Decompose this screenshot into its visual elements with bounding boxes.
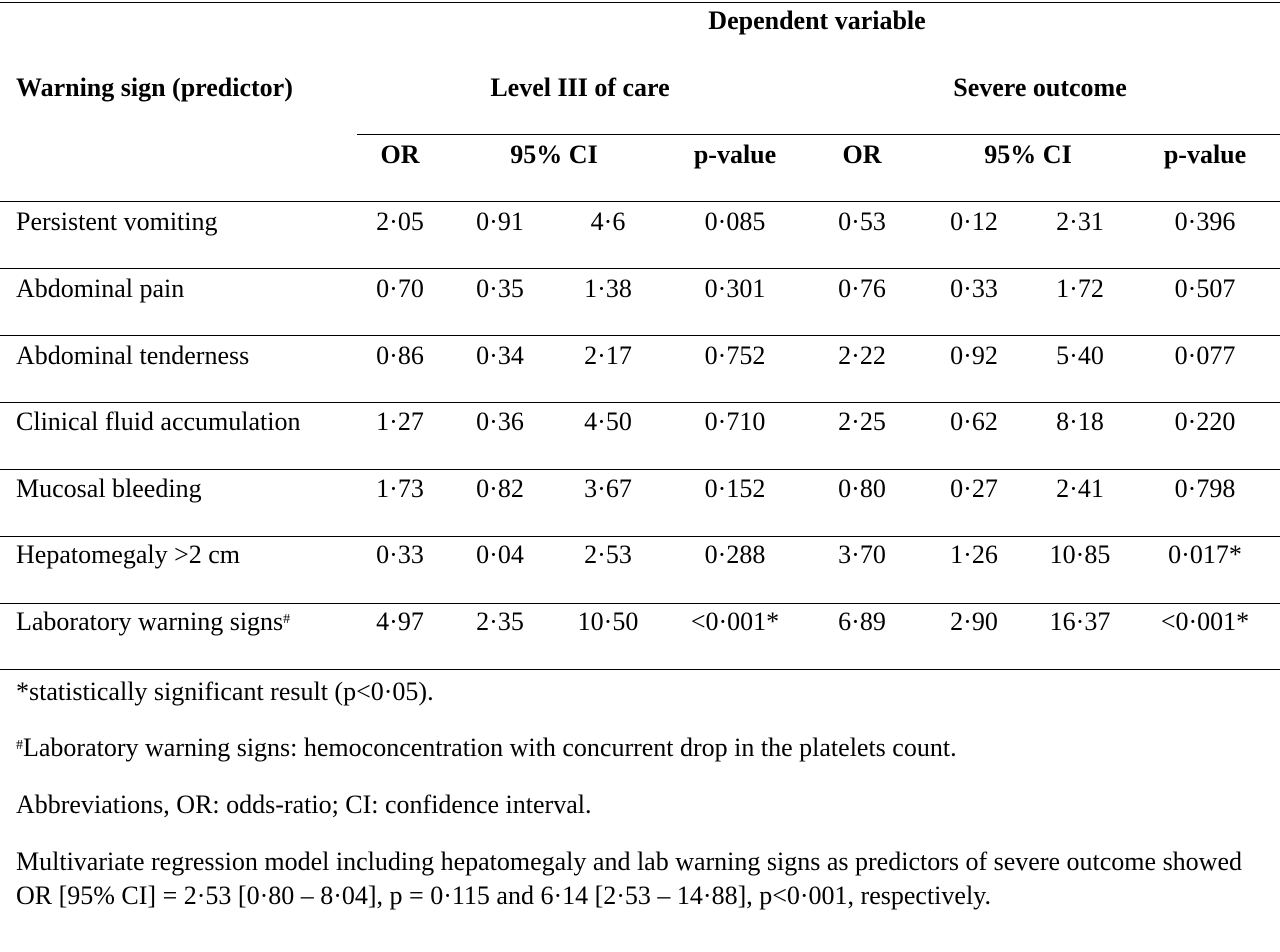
p-level: 0·152: [704, 474, 766, 503]
dependent-variable-header: Dependent variable: [708, 6, 926, 35]
table-bottom-rule: [0, 669, 1280, 670]
p-level: 0·301: [704, 274, 766, 303]
footnote-multivariate: Multivariate regression model including …: [16, 847, 1242, 910]
subheader-rule: [357, 134, 1280, 135]
or-severe: 2·25: [838, 407, 886, 436]
or-level: 1·73: [376, 474, 424, 503]
ci-header-severe: 95% CI: [984, 140, 1072, 169]
row-label: Hepatomegaly >2 cm: [16, 540, 241, 569]
severe-outcome-header: Severe outcome: [953, 73, 1127, 102]
row-label-text: Laboratory warning signs: [16, 607, 284, 636]
footnote-lab-superscript: #: [16, 738, 23, 753]
p-severe: 0·017*: [1168, 540, 1242, 569]
p-level: 0·752: [704, 341, 766, 370]
ci-low-severe: 0·27: [950, 474, 998, 503]
or-header-severe: OR: [842, 140, 882, 169]
ci-high-severe: 5·40: [1056, 341, 1104, 370]
ci-high-level: 2·53: [584, 540, 632, 569]
row-label: Clinical fluid accumulation: [16, 407, 301, 436]
p-header-level: p-value: [693, 140, 777, 169]
ci-high-level: 1·38: [584, 274, 632, 303]
footnote-significance: *statistically significant result (p<0·0…: [16, 677, 434, 706]
ci-low-level: 0·36: [476, 407, 524, 436]
p-severe: 0·798: [1174, 474, 1236, 503]
or-level: 4·97: [376, 607, 424, 636]
or-level: 1·27: [376, 407, 424, 436]
level-iii-header: Level III of care: [490, 73, 670, 102]
ci-high-severe: 2·31: [1056, 207, 1104, 236]
footnote-abbreviations: Abbreviations, OR: odds-ratio; CI: confi…: [16, 790, 592, 819]
row-rule: [0, 402, 1280, 403]
row-label-lab: Laboratory warning signs#: [16, 607, 290, 637]
ci-high-level: 2·17: [584, 341, 632, 370]
row-label-superscript: #: [283, 612, 291, 627]
footnote-lab-text: Laboratory warning signs: hemoconcentrat…: [23, 733, 957, 762]
ci-high-severe: 16·37: [1049, 607, 1111, 636]
ci-low-level: 2·35: [476, 607, 524, 636]
ci-high-level: 3·67: [584, 474, 632, 503]
or-severe: 6·89: [838, 607, 886, 636]
ci-low-severe: 0·62: [950, 407, 998, 436]
ci-low-level: 0·34: [476, 341, 524, 370]
row-label: Abdominal pain: [16, 274, 185, 303]
ci-low-level: 0·82: [476, 474, 524, 503]
p-level: <0·001*: [690, 607, 780, 636]
ci-high-severe: 1·72: [1056, 274, 1104, 303]
p-severe: 0·220: [1174, 407, 1236, 436]
ci-high-severe: 2·41: [1056, 474, 1104, 503]
or-level: 0·33: [376, 540, 424, 569]
ci-low-severe: 0·33: [950, 274, 998, 303]
row-rule: [0, 603, 1280, 604]
or-level: 0·86: [376, 341, 424, 370]
or-header-level: OR: [380, 140, 420, 169]
p-severe: 0·396: [1174, 207, 1236, 236]
ci-low-level: 0·91: [476, 207, 524, 236]
p-level: 0·288: [704, 540, 766, 569]
p-level: 0·710: [704, 407, 766, 436]
or-severe: 0·53: [838, 207, 886, 236]
table-top-rule: [0, 2, 1280, 3]
row-rule: [0, 268, 1280, 269]
row-label: Persistent vomiting: [16, 207, 218, 236]
row-rule: [0, 536, 1280, 537]
or-severe: 2·22: [838, 341, 886, 370]
predictor-header: Warning sign (predictor): [16, 73, 293, 102]
row-label: Mucosal bleeding: [16, 474, 202, 503]
ci-low-severe: 0·12: [950, 207, 998, 236]
ci-low-severe: 0·92: [950, 341, 998, 370]
ci-header-level: 95% CI: [510, 140, 598, 169]
ci-low-severe: 2·90: [950, 607, 998, 636]
or-severe: 0·76: [838, 274, 886, 303]
ci-high-severe: 10·85: [1049, 540, 1111, 569]
p-severe: 0·507: [1174, 274, 1236, 303]
ci-low-level: 0·35: [476, 274, 524, 303]
p-severe: <0·001*: [1160, 607, 1250, 636]
or-severe: 3·70: [838, 540, 886, 569]
ci-high-level: 4·6: [590, 207, 626, 236]
or-severe: 0·80: [838, 474, 886, 503]
ci-high-level: 10·50: [577, 607, 639, 636]
p-severe: 0·077: [1174, 341, 1236, 370]
ci-high-level: 4·50: [584, 407, 632, 436]
ci-high-severe: 8·18: [1056, 407, 1104, 436]
ci-low-level: 0·04: [476, 540, 524, 569]
or-level: 0·70: [376, 274, 424, 303]
footnote-lab: #Laboratory warning signs: hemoconcentra…: [16, 731, 1266, 765]
row-rule: [0, 335, 1280, 336]
or-level: 2·05: [376, 207, 424, 236]
row-rule: [0, 469, 1280, 470]
p-level: 0·085: [704, 207, 766, 236]
row-label: Abdominal tenderness: [16, 341, 250, 370]
header-bottom-rule: [0, 201, 1280, 202]
ci-low-severe: 1·26: [950, 540, 998, 569]
p-header-severe: p-value: [1163, 140, 1247, 169]
